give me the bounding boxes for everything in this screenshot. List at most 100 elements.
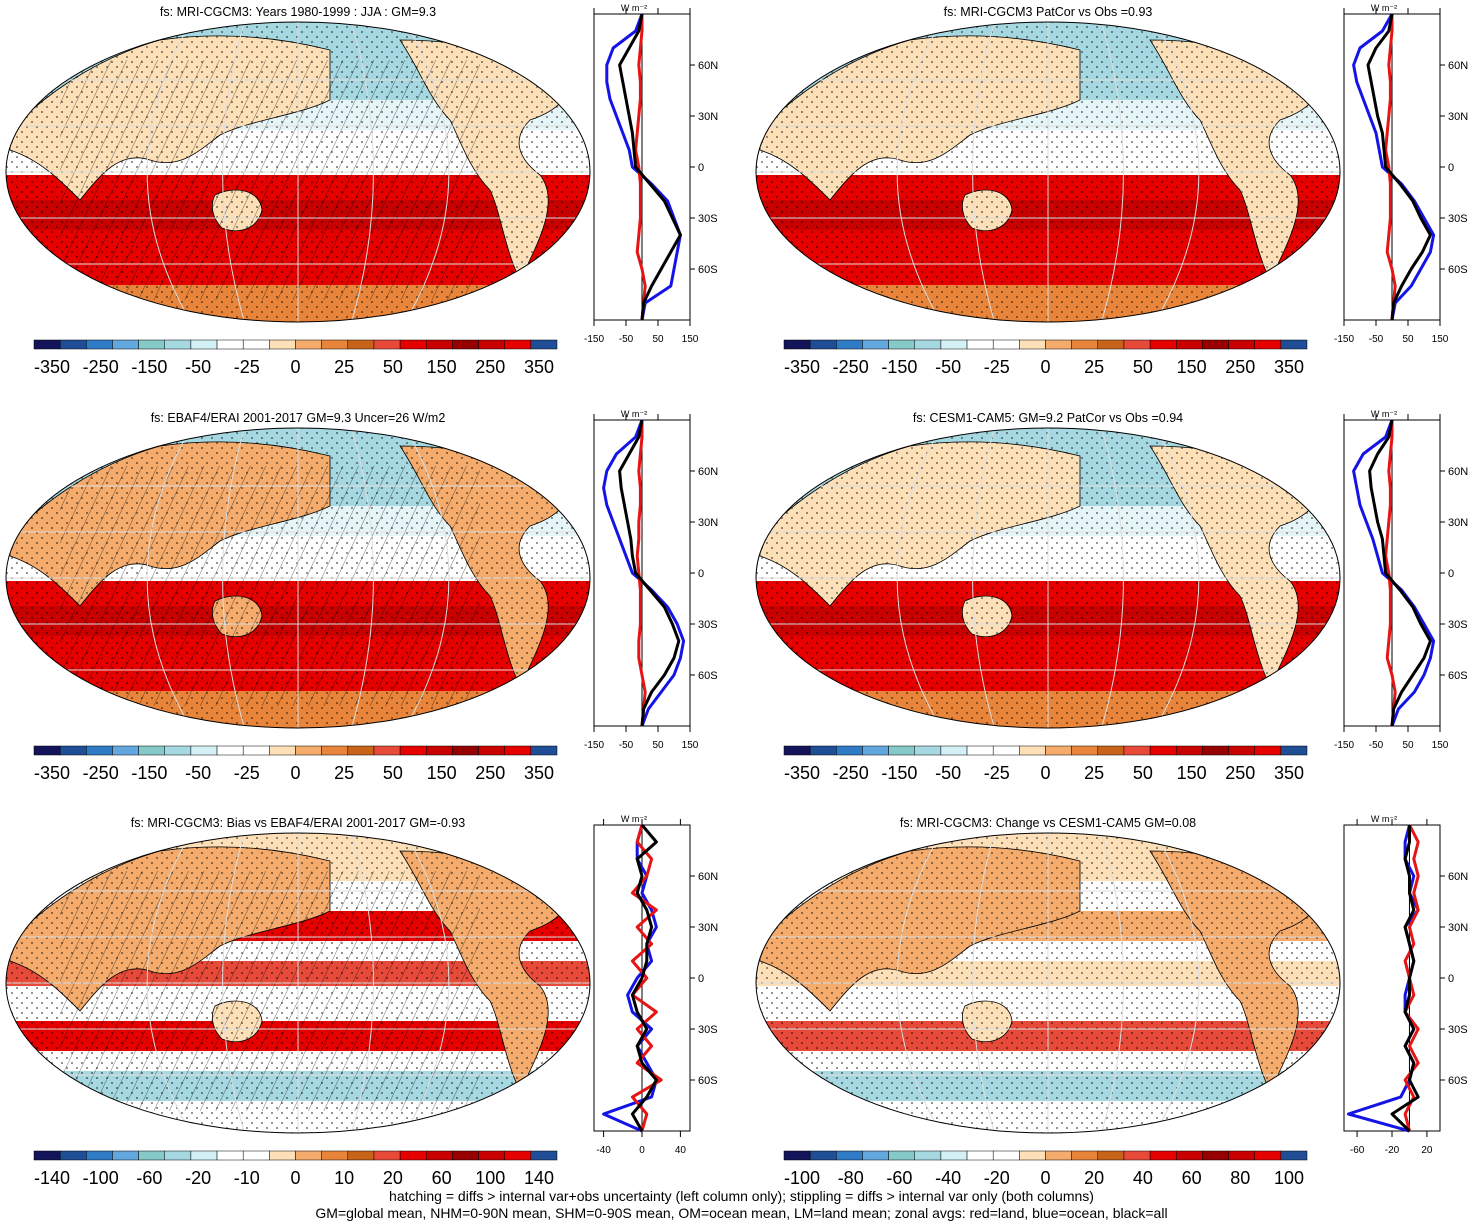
colorbar-label: 25 xyxy=(1084,357,1104,377)
panel-title: fs: MRI-CGCM3: Bias vs EBAF4/ERAI 2001-2… xyxy=(131,816,466,830)
longitude-line xyxy=(222,22,245,322)
colorbar-swatch xyxy=(164,745,192,756)
map xyxy=(756,428,1340,728)
x-tick-label: 0 xyxy=(639,1145,645,1156)
colorbar-label: 40 xyxy=(1133,1168,1153,1188)
colorbar-swatch xyxy=(59,745,87,756)
colorbar-swatch xyxy=(33,745,61,756)
colorbar-swatch xyxy=(164,339,192,350)
longitude-line xyxy=(972,428,995,728)
colorbar-swatch xyxy=(216,745,244,756)
colorbar-label: -50 xyxy=(935,357,961,377)
colorbar-swatch xyxy=(783,339,811,350)
profile-units: W m⁻² xyxy=(621,409,647,419)
profile-series-all xyxy=(618,13,682,321)
x-tick-label: -50 xyxy=(1369,740,1384,751)
map-border xyxy=(755,21,1341,323)
map-border xyxy=(5,832,591,1134)
colorbar-label: 60 xyxy=(432,1168,452,1188)
x-tick-label: -150 xyxy=(584,740,604,751)
colorbar-swatch xyxy=(1202,1150,1229,1161)
colorbar-swatch xyxy=(478,339,505,350)
x-tick-label: 20 xyxy=(1421,1145,1433,1156)
colorbar-swatch xyxy=(862,745,889,756)
colorbar-label: 250 xyxy=(1225,763,1255,783)
panel: fs: EBAF4/ERAI 2001-2017 GM=9.3 Uncer=26… xyxy=(5,409,718,783)
colorbar-swatch xyxy=(1176,339,1203,350)
colorbar-swatch xyxy=(112,339,139,350)
profile-series-land xyxy=(1384,420,1397,727)
colorbar-label: 25 xyxy=(334,763,354,783)
profile-units: W m⁻² xyxy=(621,3,647,13)
colorbar-swatch xyxy=(783,745,811,756)
y-tick-label: 0 xyxy=(698,162,704,174)
colorbar-label: 20 xyxy=(1084,1168,1104,1188)
colorbar-label: -350 xyxy=(784,357,820,377)
colorbar-swatch xyxy=(1202,745,1229,756)
zonal-profile: W m⁻² 60N 30N 0 30S 60S -150 -50 50 150 xyxy=(584,409,718,751)
colorbar-label: -40 xyxy=(935,1168,961,1188)
colorbar-swatch xyxy=(426,1150,453,1161)
colorbar-label: 50 xyxy=(383,763,403,783)
colorbar-swatch xyxy=(940,745,968,756)
colorbar-label: 140 xyxy=(524,1168,554,1188)
colorbar-swatch xyxy=(190,745,218,756)
colorbar-label: 150 xyxy=(1177,763,1207,783)
colorbar-swatch xyxy=(112,1150,139,1161)
y-tick-label: 0 xyxy=(698,973,704,985)
profile-series-land xyxy=(635,420,647,727)
colorbar-swatch xyxy=(426,745,453,756)
colorbar-swatch xyxy=(1123,745,1151,756)
colorbar-label: -60 xyxy=(886,1168,912,1188)
x-tick-label: -40 xyxy=(596,1145,611,1156)
x-tick-label: 50 xyxy=(652,740,664,751)
colorbar-swatch xyxy=(1149,339,1177,350)
colorbar-swatch xyxy=(86,339,113,350)
colorbar-swatch xyxy=(1149,745,1177,756)
colorbar-label: 350 xyxy=(1274,763,1304,783)
profile-series-land xyxy=(1384,14,1397,321)
longitude-line xyxy=(351,428,374,728)
colorbar-label: -25 xyxy=(984,763,1010,783)
colorbar-swatch xyxy=(321,339,349,350)
map xyxy=(756,833,1340,1133)
longitude-line xyxy=(146,833,192,1133)
colorbar-swatch xyxy=(1097,1150,1125,1161)
profile-series-ocean xyxy=(605,13,682,321)
colorbar-swatch xyxy=(1097,745,1125,756)
colorbar-swatch xyxy=(347,1150,375,1161)
colorbar-swatch xyxy=(1019,339,1046,350)
colorbar-swatch xyxy=(295,745,322,756)
colorbar-label: 80 xyxy=(1230,1168,1250,1188)
colorbar-label: -150 xyxy=(131,357,167,377)
colorbar-swatch xyxy=(295,1150,322,1161)
colorbar-swatch xyxy=(190,1150,218,1161)
colorbar-label: -250 xyxy=(833,357,869,377)
colorbar-label: -250 xyxy=(83,763,119,783)
y-tick-label: 60S xyxy=(1448,670,1468,682)
y-tick-label: 30S xyxy=(1448,619,1468,631)
y-tick-label: 0 xyxy=(1448,568,1454,580)
longitude-line xyxy=(1154,22,1200,322)
y-tick-label: 30S xyxy=(698,213,718,225)
stippling xyxy=(756,833,1340,1133)
longitude-line xyxy=(1154,833,1200,1133)
longitude-line xyxy=(351,833,374,1133)
colorbar-label: -60 xyxy=(136,1168,162,1188)
y-tick-label: 60S xyxy=(698,1075,718,1087)
colorbar-swatch xyxy=(914,1150,942,1161)
colorbar-swatch xyxy=(1228,1150,1255,1161)
colorbar-swatch xyxy=(530,339,558,350)
profile-series-land xyxy=(634,14,647,321)
longitude-line xyxy=(222,428,245,728)
colorbar-swatch xyxy=(321,745,349,756)
colorbar-swatch xyxy=(783,1150,811,1161)
colorbar-label: -350 xyxy=(34,763,70,783)
colorbar-label: -100 xyxy=(83,1168,119,1188)
colorbar-label: -80 xyxy=(838,1168,864,1188)
colorbar-label: 10 xyxy=(334,1168,354,1188)
colorbar-swatch xyxy=(138,339,166,350)
colorbar-label: 0 xyxy=(1040,763,1050,783)
colorbar-swatch xyxy=(888,339,916,350)
colorbar-swatch xyxy=(888,745,916,756)
